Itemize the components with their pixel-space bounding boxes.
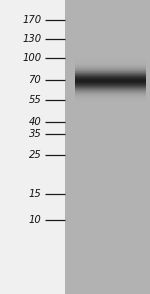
Bar bbox=[75, 65, 146, 66]
Text: 100: 100 bbox=[22, 53, 41, 63]
Bar bbox=[75, 69, 146, 70]
Bar bbox=[75, 79, 146, 80]
Bar bbox=[75, 86, 146, 87]
Bar bbox=[75, 67, 146, 68]
Bar bbox=[75, 64, 146, 65]
Bar bbox=[75, 70, 146, 71]
Bar bbox=[75, 88, 146, 89]
Bar bbox=[75, 80, 146, 81]
Bar bbox=[75, 90, 146, 91]
Text: 70: 70 bbox=[28, 75, 41, 85]
Bar bbox=[75, 75, 146, 76]
Bar bbox=[75, 60, 146, 61]
Bar bbox=[75, 63, 146, 64]
Bar bbox=[75, 85, 146, 86]
Bar bbox=[75, 73, 146, 74]
Bar bbox=[75, 68, 146, 69]
Bar bbox=[65, 0, 150, 294]
Bar bbox=[75, 59, 146, 60]
Bar bbox=[75, 97, 146, 98]
Bar bbox=[75, 74, 146, 75]
Text: 40: 40 bbox=[28, 117, 41, 127]
Bar bbox=[75, 81, 146, 82]
Bar bbox=[75, 61, 146, 62]
Bar bbox=[75, 95, 146, 96]
Bar bbox=[75, 84, 146, 85]
Bar bbox=[75, 76, 146, 77]
Bar bbox=[0, 0, 65, 294]
Bar bbox=[75, 62, 146, 63]
Text: 15: 15 bbox=[28, 189, 41, 199]
Text: 130: 130 bbox=[22, 34, 41, 44]
Text: 10: 10 bbox=[28, 215, 41, 225]
Bar bbox=[75, 89, 146, 90]
Bar bbox=[75, 102, 146, 103]
Bar bbox=[75, 101, 146, 102]
Bar bbox=[75, 82, 146, 83]
Bar bbox=[75, 98, 146, 99]
Bar bbox=[75, 92, 146, 93]
Bar bbox=[75, 100, 146, 101]
Bar bbox=[75, 91, 146, 92]
Text: 25: 25 bbox=[28, 150, 41, 160]
Text: 170: 170 bbox=[22, 15, 41, 25]
Bar bbox=[75, 96, 146, 97]
Text: 55: 55 bbox=[28, 95, 41, 105]
Bar bbox=[75, 66, 146, 67]
Bar bbox=[75, 87, 146, 88]
Text: 35: 35 bbox=[28, 129, 41, 139]
Bar bbox=[75, 71, 146, 72]
Bar bbox=[75, 58, 146, 59]
Bar bbox=[75, 94, 146, 95]
Bar bbox=[75, 83, 146, 84]
Bar bbox=[75, 72, 146, 73]
Bar bbox=[75, 78, 146, 79]
Bar bbox=[75, 77, 146, 78]
Bar bbox=[75, 99, 146, 100]
Bar bbox=[75, 93, 146, 94]
